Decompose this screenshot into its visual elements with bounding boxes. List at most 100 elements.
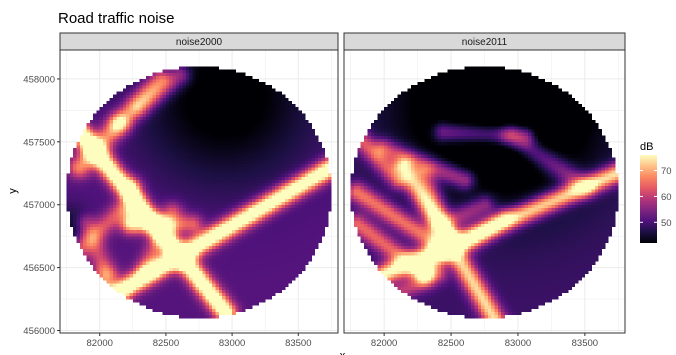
raster-cell	[255, 97, 259, 102]
raster-cell	[182, 110, 187, 114]
raster-cell	[119, 242, 124, 246]
raster-cell	[146, 264, 150, 268]
raster-cell	[93, 154, 97, 158]
raster-cell	[225, 242, 230, 246]
raster-cell	[205, 311, 210, 316]
raster-cell	[162, 154, 167, 158]
raster-cell	[261, 119, 266, 124]
raster-cell	[116, 144, 120, 149]
raster-cell	[242, 223, 246, 228]
raster-cell	[248, 100, 253, 105]
raster-cell	[142, 188, 147, 193]
raster-cell	[165, 104, 170, 108]
raster-cell	[179, 236, 183, 240]
raster-cell	[159, 129, 163, 133]
raster-cell	[132, 179, 137, 184]
raster-cell	[155, 308, 160, 312]
raster-cell	[195, 277, 200, 281]
raster-cell	[122, 148, 127, 152]
raster-cell	[122, 97, 127, 102]
raster-cell	[228, 192, 233, 196]
raster-cell	[139, 141, 144, 146]
raster-cell	[255, 157, 259, 162]
raster-cell	[139, 91, 144, 95]
raster-cell	[268, 229, 273, 234]
raster-cell	[103, 141, 107, 146]
raster-cell	[122, 280, 127, 284]
raster-cell	[218, 141, 223, 146]
raster-cell	[165, 126, 170, 130]
raster-cell	[215, 97, 220, 102]
raster-cell	[155, 135, 160, 140]
raster-cell	[142, 144, 147, 149]
raster-cell	[228, 258, 233, 262]
raster-cell	[155, 126, 160, 130]
raster-cell	[155, 292, 160, 297]
raster-cell	[232, 151, 236, 155]
raster-cell	[294, 217, 299, 221]
raster-cell	[281, 255, 286, 259]
raster-cell	[235, 211, 240, 215]
raster-cell	[222, 283, 226, 287]
raster-cell	[251, 239, 256, 243]
raster-cell	[278, 166, 283, 171]
raster-cell	[129, 151, 134, 155]
raster-cell	[122, 154, 127, 158]
raster-cell	[258, 201, 263, 206]
raster-cell	[149, 113, 154, 118]
raster-cell	[301, 236, 306, 240]
raster-cell	[169, 211, 173, 215]
raster-cell	[294, 185, 299, 190]
raster-cell	[93, 151, 97, 155]
raster-cell	[222, 201, 226, 206]
raster-cell	[235, 157, 240, 162]
raster-cell	[218, 88, 223, 92]
raster-cell	[182, 251, 187, 256]
raster-cell	[245, 195, 249, 199]
raster-cell	[116, 163, 120, 168]
raster-cell	[119, 97, 124, 102]
raster-cell	[169, 267, 173, 272]
raster-cell	[212, 157, 216, 162]
raster-cell	[96, 148, 101, 152]
raster-cell	[159, 277, 163, 281]
raster-cell	[146, 188, 150, 193]
raster-cell	[215, 223, 220, 228]
raster-cell	[175, 258, 180, 262]
raster-cell	[225, 201, 230, 206]
raster-cell	[205, 192, 210, 196]
raster-cell	[195, 295, 200, 300]
raster-cell	[195, 188, 200, 193]
raster-cell	[149, 286, 154, 290]
raster-cell	[251, 122, 256, 127]
raster-cell	[129, 283, 134, 287]
raster-cell	[208, 233, 213, 237]
raster-cell	[311, 201, 316, 206]
raster-cell	[99, 170, 104, 174]
raster-cell	[245, 119, 249, 124]
raster-cell	[172, 69, 177, 73]
raster-cell	[248, 126, 253, 130]
raster-cell	[126, 119, 130, 124]
raster-cell	[199, 236, 203, 240]
raster-cell	[202, 305, 206, 309]
raster-cell	[172, 94, 177, 99]
raster-cell	[199, 91, 203, 95]
raster-cell	[275, 104, 279, 108]
raster-cell	[132, 126, 137, 130]
raster-cell	[288, 110, 293, 114]
raster-cell	[69, 182, 74, 187]
raster-cell	[195, 255, 200, 259]
raster-cell	[122, 138, 127, 143]
raster-cell	[132, 185, 137, 190]
raster-cell	[294, 119, 299, 124]
raster-cell	[179, 204, 183, 209]
raster-cell	[169, 116, 173, 121]
raster-cell	[205, 204, 210, 209]
raster-cell	[86, 163, 91, 168]
raster-cell	[76, 154, 81, 158]
raster-cell	[261, 151, 266, 155]
raster-cell	[152, 195, 157, 199]
raster-cell	[139, 211, 144, 215]
raster-cell	[175, 113, 180, 118]
